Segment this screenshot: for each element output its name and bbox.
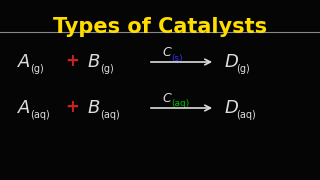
Text: (g): (g): [236, 64, 250, 74]
Text: +: +: [65, 98, 79, 116]
Text: (aq): (aq): [100, 110, 120, 120]
Text: (aq): (aq): [236, 110, 256, 120]
Text: +: +: [65, 52, 79, 70]
Text: (g): (g): [30, 64, 44, 74]
Text: D: D: [225, 99, 239, 117]
Text: C: C: [162, 91, 171, 105]
Text: D: D: [225, 53, 239, 71]
Text: (g): (g): [100, 64, 114, 74]
Text: (aq): (aq): [171, 100, 189, 109]
Text: Types of Catalysts: Types of Catalysts: [53, 17, 267, 37]
Text: B: B: [88, 99, 100, 117]
Text: A: A: [18, 99, 30, 117]
Text: C: C: [162, 46, 171, 58]
Text: B: B: [88, 53, 100, 71]
Text: (s): (s): [171, 53, 183, 62]
Text: (aq): (aq): [30, 110, 50, 120]
Text: A: A: [18, 53, 30, 71]
